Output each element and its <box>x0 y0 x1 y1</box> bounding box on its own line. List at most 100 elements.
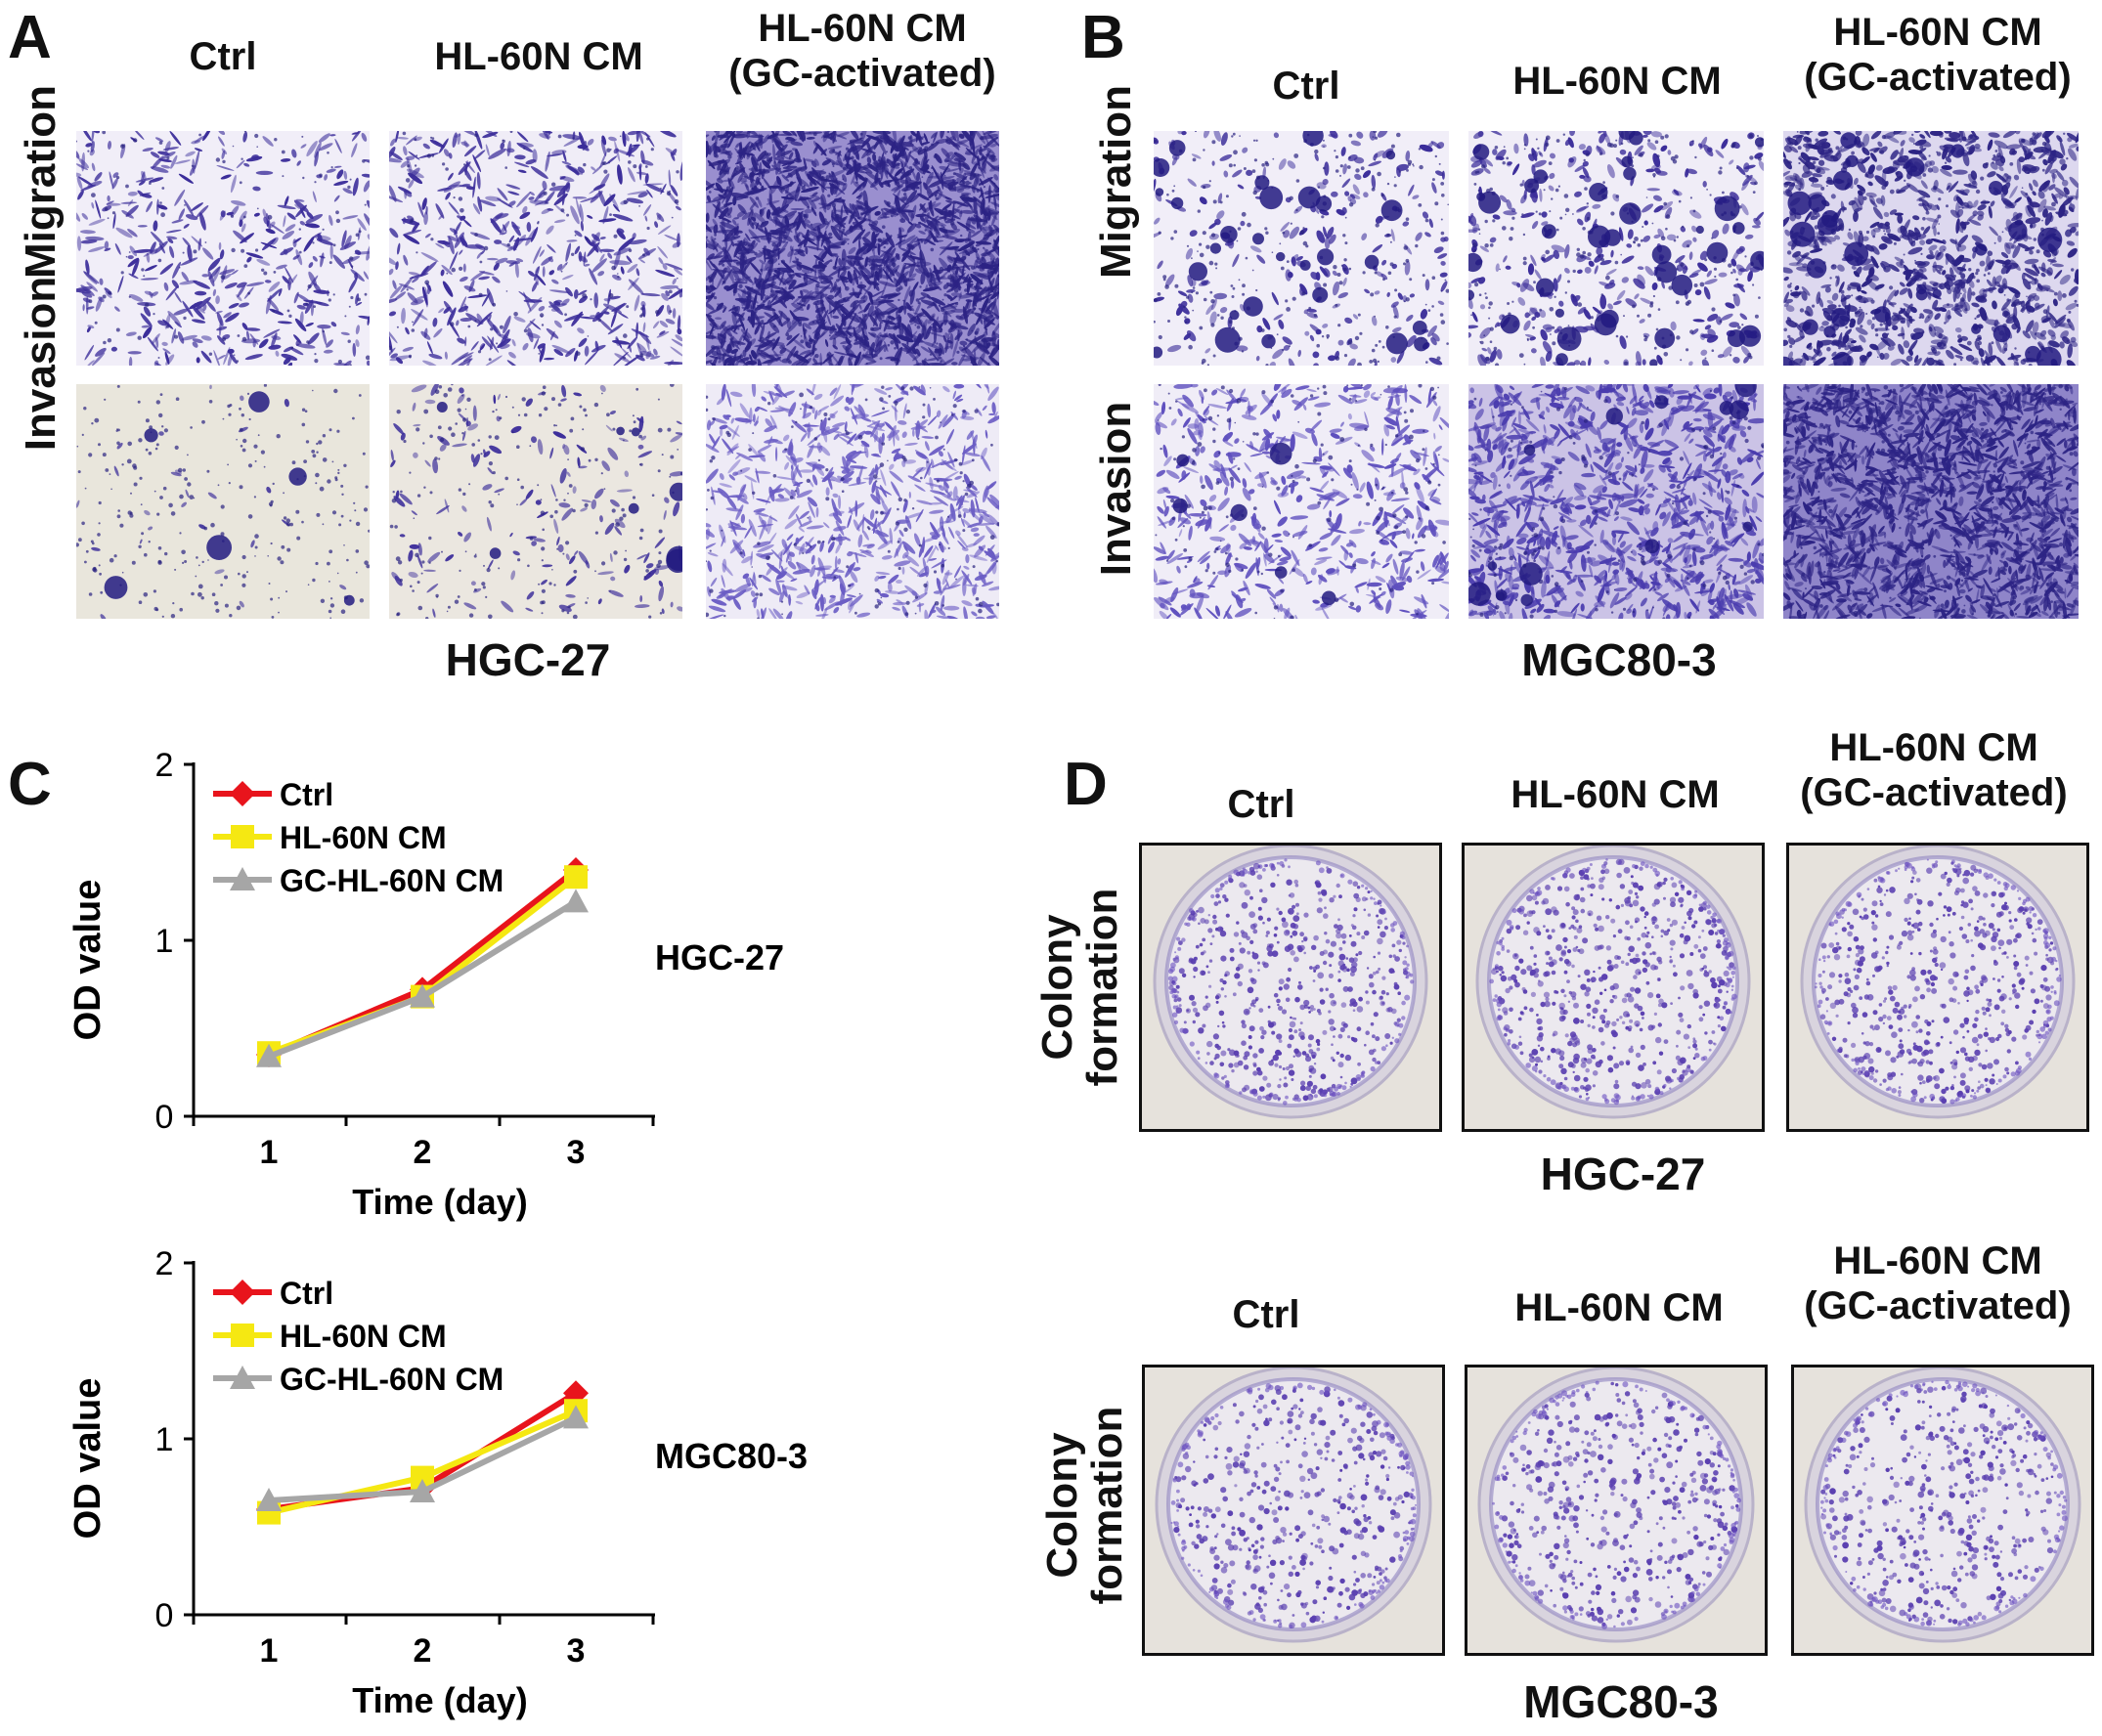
panel-a-header-hl60n-text: HL-60N CM <box>434 35 643 78</box>
panel-a-header-ctrl: Ctrl <box>190 34 257 79</box>
x-tick-label: 2 <box>414 1632 432 1670</box>
panel-d-top-header-ctrl-text: Ctrl <box>1227 783 1295 826</box>
micrograph-b-migration-ctrl <box>1154 131 1449 366</box>
petri-dish-image <box>1789 846 2086 1129</box>
panel-d-top-header-hl60n: HL-60N CM <box>1511 772 1719 817</box>
panel-d-bottom-header-gc-line2: (GC-activated) <box>1804 1284 2072 1327</box>
panel-a-header-ctrl-text: Ctrl <box>189 35 257 78</box>
micrograph-a-invasion-hl60n <box>389 384 682 619</box>
y-axis-label: OD value <box>67 1378 109 1540</box>
panel-d-top-row-label-2: formation <box>1078 888 1126 1087</box>
data-point <box>410 1479 435 1502</box>
panel-a-header-hl60n: HL-60N CM <box>434 34 642 79</box>
line-chart-mgc80-3: 0 1 2 1 2 3 Time (day) OD value MGC80-3 Ctrl HL-60… <box>67 1245 808 1720</box>
panel-d-top-cell-line: HGC-27 <box>1540 1149 1706 1199</box>
stained-cells-texture <box>76 384 370 619</box>
micrograph-b-invasion-ctrl <box>1154 384 1449 619</box>
panel-d-bottom-row-label-1: Colony <box>1037 1432 1086 1579</box>
petri-dish-image <box>1467 1367 1765 1653</box>
panel-a-cell-line: HGC-27 <box>445 634 611 685</box>
y-tick-label: 2 <box>155 1245 174 1282</box>
petri-dish-image <box>1145 1367 1442 1653</box>
colony-dish-mgc80-3-ctrl <box>1142 1365 1445 1656</box>
y-tick-label: 0 <box>155 1099 174 1136</box>
stained-cells-texture <box>1154 131 1449 366</box>
micrograph-a-invasion-gc <box>706 384 999 619</box>
panel-b-row-migration: Migration <box>1092 85 1140 279</box>
data-point <box>256 1043 282 1067</box>
colony-dish-mgc80-3-gc <box>1791 1365 2094 1656</box>
panel-d-bottom-header-gc: HL-60N CM (GC-activated) <box>1804 1238 2071 1328</box>
micrograph-b-migration-hl60n <box>1468 131 1764 366</box>
colony-dish-hgc27-hl60n <box>1462 843 1765 1132</box>
legend-label: GC-HL-60N CM <box>280 1362 504 1397</box>
legend-marker <box>230 867 255 890</box>
panel-a-row-invasion: Invasion <box>17 276 65 452</box>
x-tick-label: 2 <box>414 1134 432 1171</box>
stained-cells-texture <box>76 131 370 366</box>
panel-d-top-row-label-1: Colony <box>1032 914 1081 1061</box>
panel-d-bottom-header-ctrl-text: Ctrl <box>1232 1293 1300 1336</box>
panel-d-top-header-gc-line2: (GC-activated) <box>1800 771 2068 814</box>
y-tick-label: 1 <box>155 923 174 960</box>
legend-label: Ctrl <box>280 1276 333 1311</box>
panel-a-header-gc: HL-60N CM (GC-activated) <box>728 6 995 96</box>
panel-d-top-header-gc: HL-60N CM (GC-activated) <box>1800 725 2067 815</box>
colony-dish-mgc80-3-hl60n <box>1465 1365 1768 1656</box>
micrograph-b-migration-gc <box>1783 131 2079 366</box>
stained-cells-texture <box>1783 131 2079 366</box>
petri-dish-image <box>1465 846 1762 1129</box>
stained-cells-texture <box>389 384 682 619</box>
panel-a-row-migration: Migration <box>17 85 65 279</box>
micrograph-b-invasion-hl60n <box>1468 384 1764 619</box>
legend-marker <box>230 781 255 806</box>
x-axis-label: Time (day) <box>352 1680 527 1720</box>
stained-cells-texture <box>389 131 682 366</box>
y-tick-label: 2 <box>155 747 174 784</box>
x-tick-label: 3 <box>567 1134 586 1171</box>
panel-d-bottom-cell-line: MGC80-3 <box>1523 1676 1719 1727</box>
panel-b-header-gc: HL-60N CM (GC-activated) <box>1804 10 2071 100</box>
panel-d-bottom-header-hl60n: HL-60N CM <box>1514 1285 1723 1330</box>
micrograph-a-invasion-ctrl <box>76 384 370 619</box>
panel-d-bottom-header-ctrl: Ctrl <box>1233 1292 1300 1337</box>
legend-label: HL-60N CM <box>280 820 447 855</box>
panel-d-top-row-label: Colony formation <box>1032 888 1126 1087</box>
y-tick-label: 1 <box>155 1421 174 1458</box>
data-point <box>563 889 589 913</box>
data-point <box>410 983 435 1008</box>
petri-dish-image <box>1142 846 1439 1129</box>
panel-b-row-invasion: Invasion <box>1092 401 1140 577</box>
x-tick-label: 1 <box>260 1134 279 1171</box>
data-point <box>563 1405 589 1429</box>
panel-b-header-ctrl-text: Ctrl <box>1272 65 1340 108</box>
panel-a-header-gc-line2: (GC-activated) <box>728 52 996 95</box>
y-tick-label: 0 <box>155 1597 174 1634</box>
panel-b-cell-line: MGC80-3 <box>1521 634 1717 685</box>
stained-cells-texture <box>706 131 999 366</box>
panel-b-header-ctrl: Ctrl <box>1273 64 1340 108</box>
legend-label: GC-HL-60N CM <box>280 863 504 898</box>
x-tick-label: 1 <box>260 1632 279 1670</box>
panel-d-bottom-row-label-2: formation <box>1083 1406 1131 1605</box>
x-tick-label: 3 <box>567 1632 586 1670</box>
panel-d-top-header-gc-line1: HL-60N CM <box>1829 726 2038 769</box>
stained-cells-texture <box>1154 384 1449 619</box>
panel-letter-d: D <box>1064 751 1108 818</box>
data-point <box>256 1488 282 1511</box>
legend-marker <box>230 1366 255 1389</box>
panel-letter-a: A <box>8 4 52 71</box>
micrograph-a-migration-ctrl <box>76 131 370 366</box>
panel-a-header-gc-line1: HL-60N CM <box>758 7 967 50</box>
legend-marker <box>230 1280 255 1305</box>
legend-label: Ctrl <box>280 777 333 812</box>
panel-d-top-header-ctrl: Ctrl <box>1228 782 1295 827</box>
stained-cells-texture <box>1468 384 1764 619</box>
colony-dish-hgc27-gc <box>1786 843 2089 1132</box>
panel-d-top-header-hl60n-text: HL-60N CM <box>1511 773 1720 816</box>
panel-b-header-gc-line2: (GC-activated) <box>1804 56 2072 99</box>
panel-d-bottom-header-hl60n-text: HL-60N CM <box>1514 1286 1724 1329</box>
petri-dish-image <box>1794 1367 2091 1653</box>
panel-letter-b: B <box>1081 4 1125 71</box>
